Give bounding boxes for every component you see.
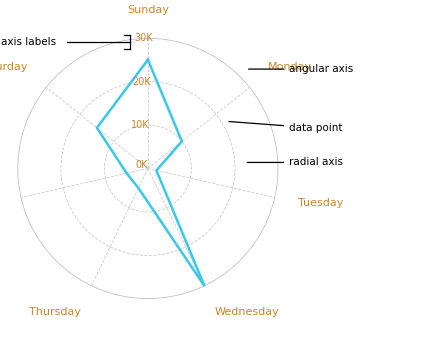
Text: Sunday: Sunday — [127, 4, 168, 14]
Text: data point: data point — [228, 122, 342, 133]
Text: Thursday: Thursday — [29, 307, 81, 317]
Text: angular axis: angular axis — [248, 64, 353, 74]
Text: Tuesday: Tuesday — [297, 198, 342, 208]
Text: 0K: 0K — [135, 160, 148, 170]
Text: radial axis: radial axis — [247, 157, 342, 167]
Text: Saturday: Saturday — [0, 62, 27, 72]
Text: axis labels: axis labels — [1, 37, 56, 47]
Text: Monday: Monday — [268, 62, 312, 72]
Text: 30K: 30K — [134, 33, 153, 43]
Text: 20K: 20K — [132, 76, 151, 87]
Text: 10K: 10K — [131, 120, 149, 130]
Text: Wednesday: Wednesday — [214, 307, 279, 317]
